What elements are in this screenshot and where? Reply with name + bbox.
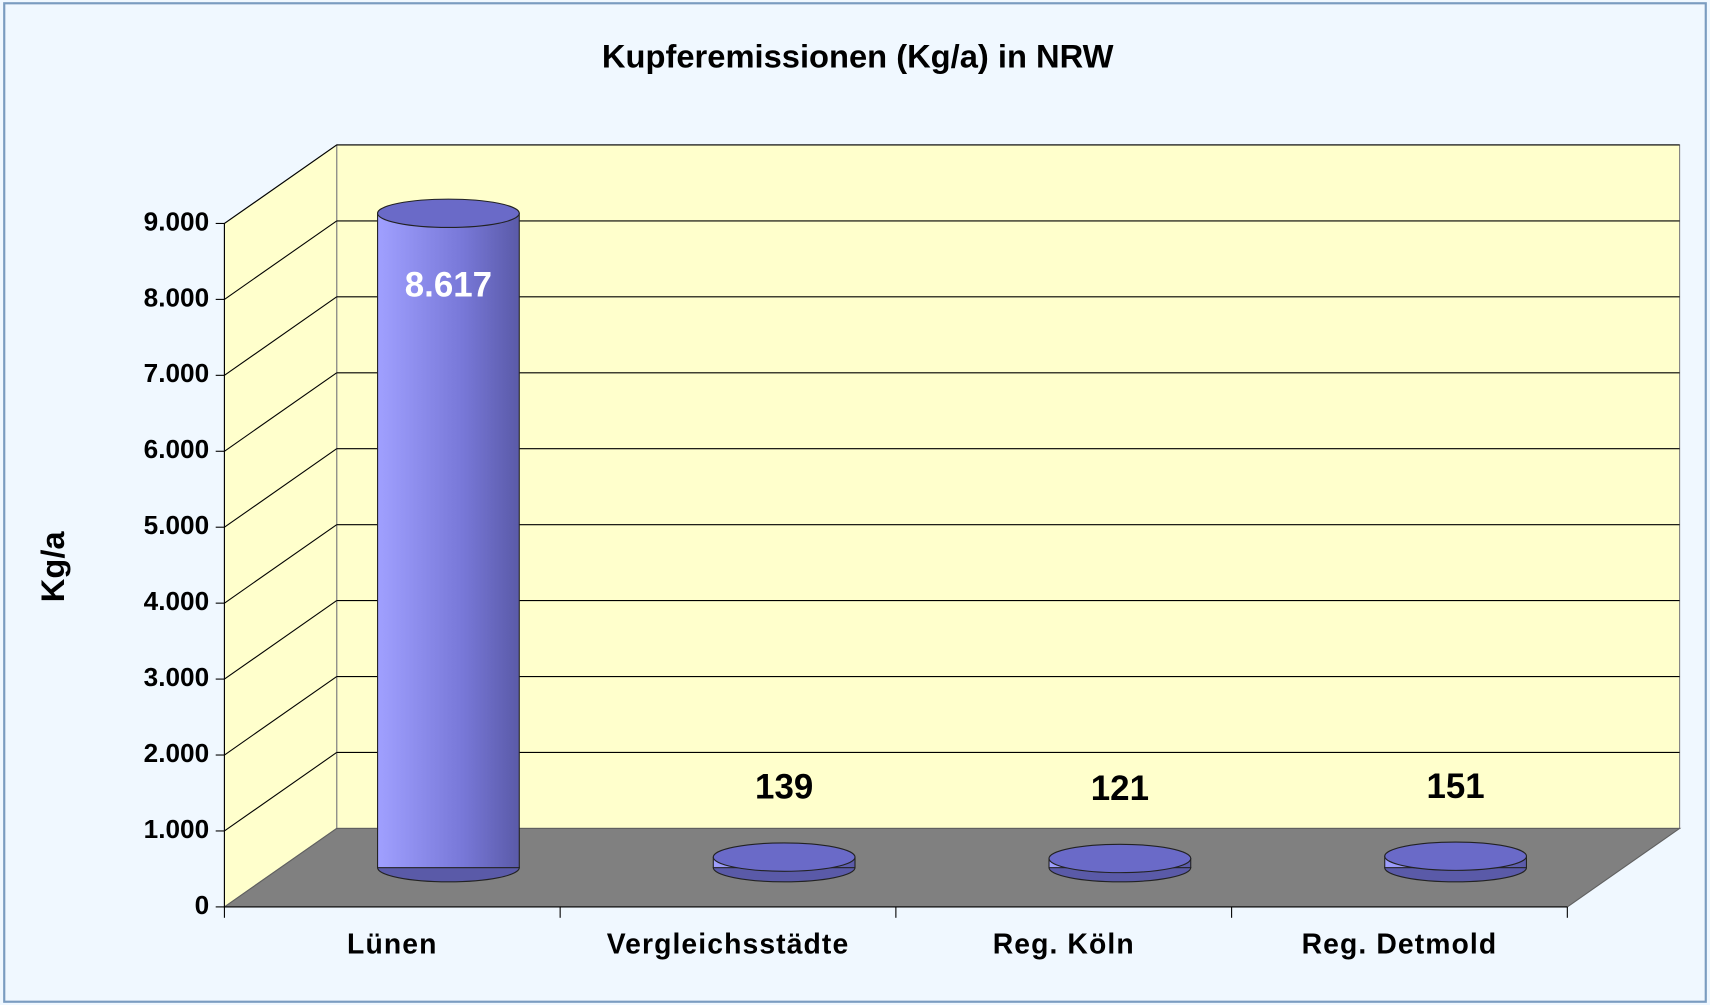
grid-line [224, 524, 338, 604]
bar-top [377, 198, 520, 229]
bar-top [712, 842, 856, 872]
x-tick-label: Vergleichsstädte [607, 929, 850, 961]
grid-line [224, 448, 338, 528]
grid-line [224, 676, 338, 756]
y-axis-label: Kg/a [34, 531, 71, 603]
y-tick-label: 0 [195, 890, 210, 920]
grid-line [224, 372, 338, 452]
y-tick-label: 3.000 [144, 662, 209, 692]
value-label: 139 [755, 768, 813, 807]
y-tick-label: 9.000 [144, 206, 209, 236]
bar-top [1384, 841, 1527, 871]
y-tick-label: 5.000 [144, 510, 209, 540]
y-tick-label: 1.000 [144, 814, 209, 844]
y-tick-label: 2.000 [144, 738, 209, 768]
grid-line [224, 752, 338, 832]
y-tick-label: 6.000 [144, 434, 209, 464]
bar-top [1048, 843, 1192, 874]
value-label: 121 [1091, 769, 1149, 808]
x-tick-label: Reg. Detmold [1302, 929, 1498, 961]
back-wall [336, 144, 1681, 829]
y-tick-label: 7.000 [144, 358, 209, 388]
value-label: 151 [1427, 767, 1485, 806]
grid-line [224, 600, 338, 680]
value-label: 8.617 [405, 266, 492, 305]
y-tick-label: 4.000 [144, 586, 209, 616]
x-tick-label: Reg. Köln [993, 929, 1135, 961]
grid-line [224, 144, 338, 224]
grid-line [224, 296, 338, 376]
y-tick-label: 8.000 [144, 282, 209, 312]
x-tick-label: Lünen [347, 929, 437, 961]
bar [377, 212, 520, 869]
side-wall [223, 143, 338, 908]
chart-title: Kupferemissionen (Kg/a) in NRW [602, 38, 1114, 75]
grid-line [224, 220, 338, 300]
